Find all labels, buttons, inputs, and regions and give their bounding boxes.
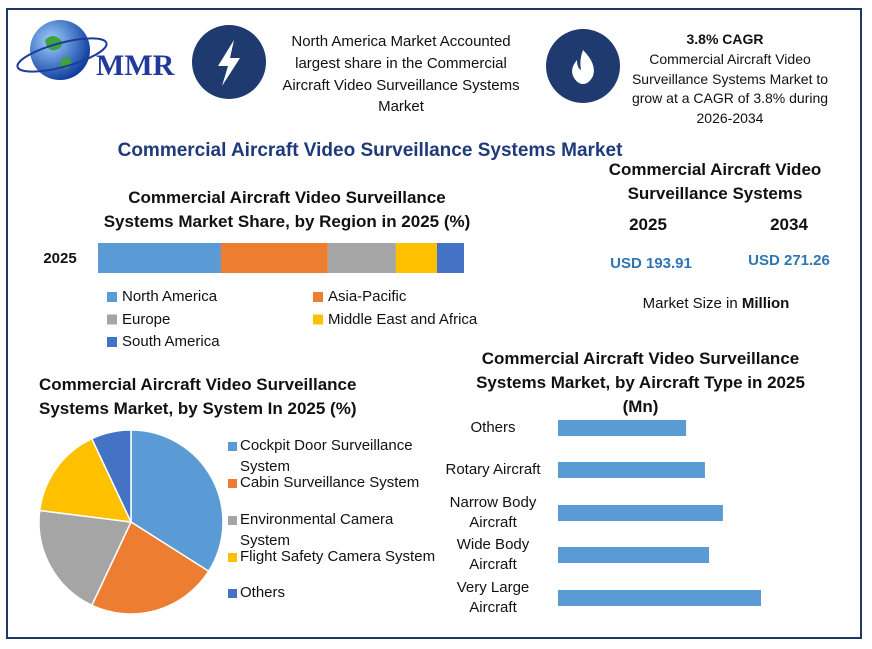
frame xyxy=(6,8,862,639)
bar-segment xyxy=(220,243,328,273)
bar-segment xyxy=(98,243,221,273)
header-left-text: North America Market Accounted largest s… xyxy=(282,33,520,116)
logo-text: MMR xyxy=(96,49,175,82)
bolt xyxy=(218,40,240,86)
legend-marker xyxy=(107,292,117,302)
legend-label: Others xyxy=(240,584,286,601)
legend-marker xyxy=(228,589,237,598)
size-value: USD 271.26 xyxy=(748,252,830,269)
category-label: Wide Body Aircraft xyxy=(456,535,530,573)
bar xyxy=(558,505,723,521)
pie-slice xyxy=(90,429,132,523)
category-label: Rotary Aircraft xyxy=(445,460,541,478)
legend-label: Environmental Camera System xyxy=(240,511,394,549)
size-year: 2034 xyxy=(770,215,808,234)
legend-label: Cabin Surveillance System xyxy=(240,474,420,491)
size-value: USD 193.91 xyxy=(610,255,692,272)
legend-marker xyxy=(228,553,237,562)
legend-label: Cockpit Door Surveillance System xyxy=(240,437,413,475)
chart-title: Commercial Aircraft Video Surveillance S… xyxy=(39,375,357,418)
size-note-text: Market Size in xyxy=(642,295,738,312)
bar xyxy=(558,420,687,436)
legend-label: South America xyxy=(122,333,220,350)
category-label: 2025 xyxy=(43,250,77,267)
category-label: Very Large Aircraft xyxy=(456,578,530,616)
flame xyxy=(572,50,594,84)
bar xyxy=(558,547,710,563)
pie-slice xyxy=(38,437,133,523)
bar-segment xyxy=(395,243,437,273)
pie-slice xyxy=(38,509,133,607)
legend-marker xyxy=(107,337,117,347)
bar xyxy=(558,462,705,478)
logo-land xyxy=(45,36,72,69)
legend-marker xyxy=(313,292,323,302)
bar xyxy=(558,590,761,606)
pie-slice xyxy=(90,520,210,615)
bar-segment xyxy=(436,243,464,273)
legend-label: Europe xyxy=(122,310,171,328)
header-right-text: Commercial Aircraft Video Surveillance S… xyxy=(631,51,829,126)
chart-title: Commercial Aircraft Video Surveillance S… xyxy=(103,188,471,231)
legend-marker xyxy=(228,516,237,525)
legend-marker xyxy=(313,314,323,325)
category-label: Narrow Body Aircraft xyxy=(449,493,537,531)
legend-label: Middle East and Africa xyxy=(328,310,478,328)
legend-label: Flight Safety Camera System xyxy=(240,548,436,565)
header-right-title: 3.8% CAGR xyxy=(686,31,764,47)
legend-label: Asia-Pacific xyxy=(328,288,407,305)
legend-marker xyxy=(228,479,237,488)
legend-marker xyxy=(107,314,117,325)
legend-label: North America xyxy=(122,288,218,305)
size-title: Commercial Aircraft Video Surveillance S… xyxy=(608,160,822,203)
size-year: 2025 xyxy=(629,215,667,234)
legend-marker xyxy=(228,442,237,451)
category-label: Others xyxy=(470,418,516,436)
size-unit: Million xyxy=(741,295,790,312)
main-title: Commercial Aircraft Video Surveillance S… xyxy=(117,140,623,161)
bar-segment xyxy=(327,243,396,273)
size-note: Market Size in Million xyxy=(600,293,832,314)
chart-title: Commercial Aircraft Video Surveillance S… xyxy=(476,349,805,416)
logo-ring xyxy=(16,37,108,73)
logo-globe xyxy=(30,20,90,80)
